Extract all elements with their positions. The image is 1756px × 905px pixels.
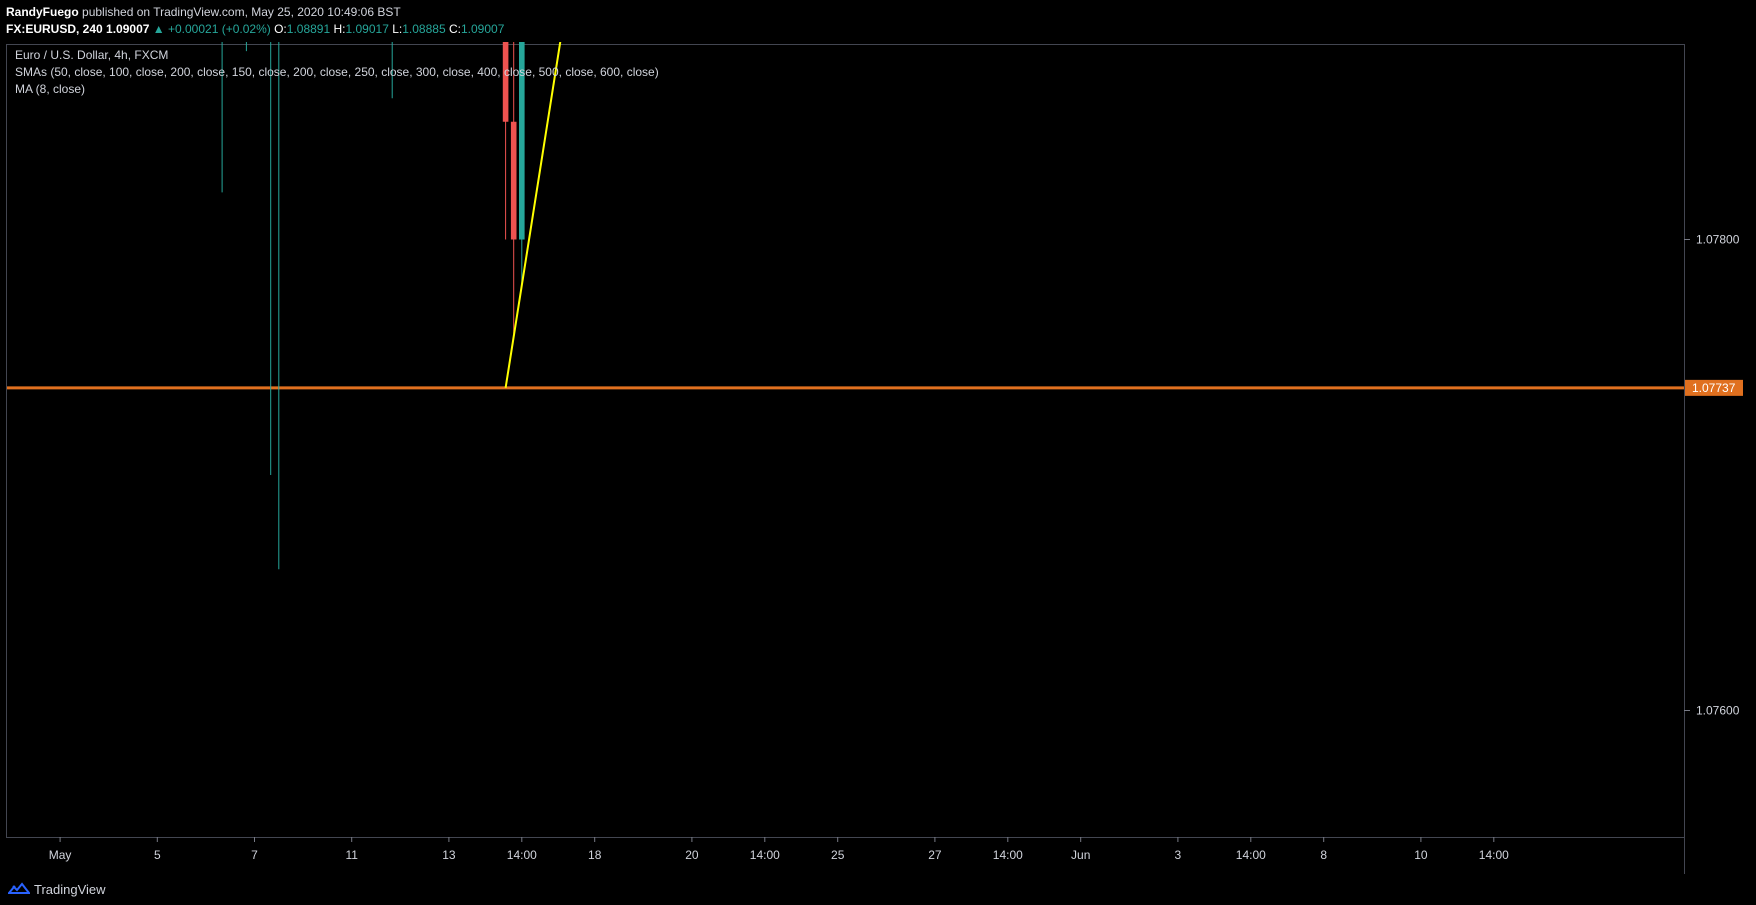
publication-header: RandyFuego published on TradingView.com,… bbox=[0, 0, 1756, 42]
time-tick-label: 11 bbox=[345, 848, 358, 862]
high-label: H: bbox=[333, 22, 346, 36]
tradingview-logo-icon[interactable] bbox=[8, 882, 30, 896]
price-axis[interactable]: 1.076001.078001.080001.082001.084001.086… bbox=[1684, 42, 1740, 718]
time-axis[interactable]: May 5 7 11 13 14:00 18 20 14:00 25 27 14:00 Jun 3 14:0… bbox=[49, 837, 1509, 862]
time-tick-label: 7 bbox=[251, 848, 258, 862]
time-tick-label: May bbox=[49, 848, 72, 862]
time-tick-label: 14:00 bbox=[993, 848, 1023, 862]
time-tick-label: 18 bbox=[588, 848, 602, 862]
legend-title: Euro / U.S. Dollar, 4h, FXCM bbox=[15, 48, 168, 62]
time-tick-label: 14:00 bbox=[1236, 848, 1266, 862]
high-value: 1.09017 bbox=[345, 22, 389, 36]
last-price: 1.09007 bbox=[106, 22, 150, 36]
published-text: published on TradingView.com, May 25, 20… bbox=[82, 5, 401, 19]
open-value: 1.08891 bbox=[286, 22, 331, 36]
candle[interactable] bbox=[219, 42, 225, 193]
time-tick-label: 20 bbox=[685, 848, 699, 862]
legend-ma: MA (8, close) bbox=[15, 82, 85, 96]
close-value: 1.09007 bbox=[460, 22, 505, 36]
level-badge-box bbox=[1685, 379, 1743, 396]
ticker-line: FX:EURUSD, 240 1.09007 ▲ +0.00021 (+0.02… bbox=[6, 22, 504, 36]
candle[interactable] bbox=[268, 42, 274, 475]
time-tick-label: 14:00 bbox=[1479, 848, 1509, 862]
low-value: 1.08885 bbox=[402, 22, 446, 36]
chart-background bbox=[0, 42, 1756, 874]
price-badges: 1.099121.087511.077371.099081.095691.093… bbox=[1685, 379, 1743, 396]
candle[interactable] bbox=[519, 42, 525, 287]
candle[interactable] bbox=[502, 42, 509, 240]
time-tick-label: 5 bbox=[154, 848, 161, 862]
time-tick-label: 3 bbox=[1175, 848, 1182, 862]
price-change: ▲ +0.00021 (+0.02%) bbox=[152, 22, 271, 36]
time-tick-label: 14:00 bbox=[750, 848, 780, 862]
candle-body bbox=[519, 42, 525, 240]
time-tick-label: 25 bbox=[831, 848, 845, 862]
time-tick-label: 27 bbox=[928, 848, 942, 862]
price-chart[interactable]: TP 3TP 2TP 1 1.076001.078001.080001.0820… bbox=[0, 42, 1756, 874]
time-tick-label: Jun bbox=[1071, 848, 1090, 862]
candle[interactable] bbox=[276, 42, 282, 570]
candle-body bbox=[502, 42, 509, 122]
candle[interactable] bbox=[510, 42, 517, 334]
price-tick-label: 1.07600 bbox=[1696, 704, 1740, 718]
level-badge: 1.07737 bbox=[1685, 379, 1743, 396]
symbol: FX:EURUSD, 240 bbox=[6, 22, 103, 36]
time-tick-label: 10 bbox=[1414, 848, 1428, 862]
candle-body bbox=[510, 121, 517, 240]
time-tick-label: 8 bbox=[1320, 848, 1327, 862]
close-label: C: bbox=[448, 22, 461, 36]
low-label: L: bbox=[392, 22, 403, 36]
time-tick-label: 13 bbox=[442, 848, 456, 862]
legend-smas: SMAs (50, close, 100, close, 200, close,… bbox=[15, 65, 659, 79]
price-tick-label: 1.07800 bbox=[1696, 233, 1740, 247]
candles[interactable] bbox=[9, 42, 865, 570]
time-tick-label: 14:00 bbox=[507, 848, 537, 862]
tradingview-brand[interactable]: TradingView bbox=[34, 882, 106, 897]
publish-line: RandyFuego published on TradingView.com,… bbox=[6, 5, 401, 19]
horizontal-levels[interactable]: TP 3TP 2TP 1 bbox=[7, 42, 1684, 390]
footer: TradingView bbox=[0, 875, 1756, 905]
open-label: O: bbox=[274, 22, 287, 36]
author-name[interactable]: RandyFuego bbox=[6, 5, 79, 19]
level-badge-text: 1.07737 bbox=[1692, 381, 1736, 395]
